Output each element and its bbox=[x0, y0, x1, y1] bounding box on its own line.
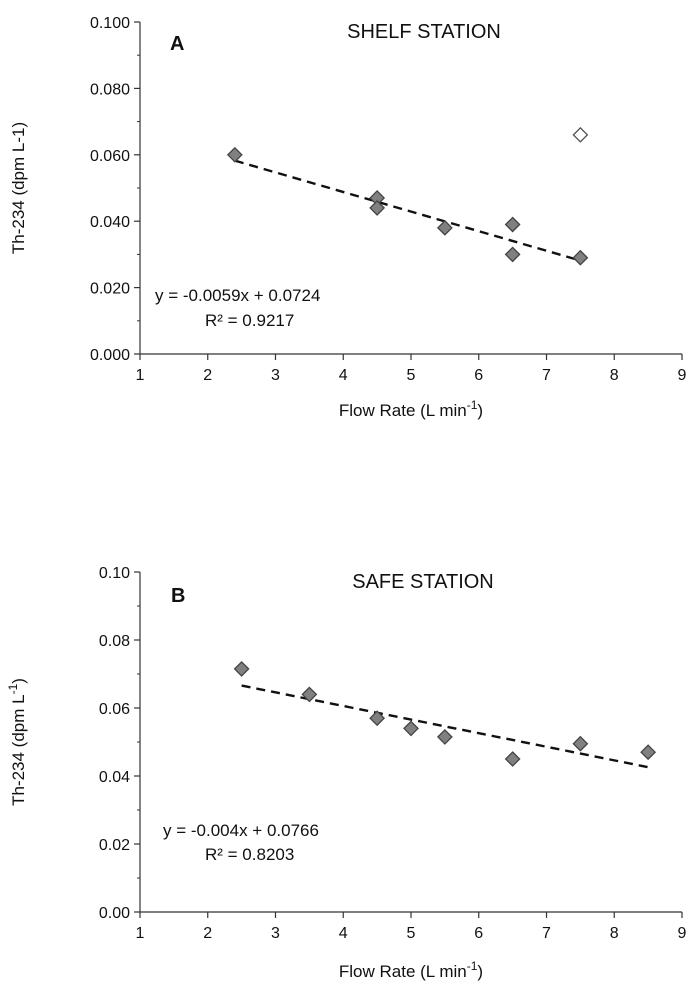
y-tick-label: 0.000 bbox=[90, 347, 130, 364]
chart-panel-b: 0.00 0.02 0.04 0.06 0.08 0.10 1 2 3 4 5 6 7 8 9 B SAFE S… bbox=[6, 565, 687, 981]
x-tick-label: 5 bbox=[407, 367, 416, 384]
x-tick-label: 4 bbox=[339, 367, 348, 384]
y-axis-title: Th-234 (dpm L-1) bbox=[9, 122, 28, 254]
x-tick-label: 5 bbox=[407, 925, 416, 942]
data-point-open bbox=[572, 126, 589, 143]
y-tick-label: 0.020 bbox=[90, 281, 130, 298]
x-axis-title-base: Flow Rate (L min bbox=[339, 962, 467, 981]
x-tick-label: 2 bbox=[203, 925, 212, 942]
data-point bbox=[369, 200, 386, 216]
data-point bbox=[572, 735, 589, 752]
y-axis-title-close: ) bbox=[9, 678, 28, 684]
x-tick-label: 6 bbox=[474, 367, 483, 384]
data-point bbox=[504, 751, 521, 767]
data-point bbox=[301, 686, 318, 703]
x-axis-title-close: ) bbox=[477, 401, 483, 420]
y-axis-title: Th-234 (dpm L-1) bbox=[6, 678, 28, 806]
x-axis-title-superscript: -1 bbox=[467, 398, 478, 412]
x-tick-label: 7 bbox=[542, 925, 551, 942]
panel-label: A bbox=[170, 33, 184, 55]
trendline-equation: y = -0.0059x + 0.0724 bbox=[155, 286, 320, 305]
panel-label: B bbox=[171, 585, 185, 607]
y-axis-title-base: Th-234 (dpm L bbox=[9, 694, 28, 806]
y-tick-label: 0.080 bbox=[90, 81, 130, 98]
x-axis-title-superscript: -1 bbox=[467, 959, 478, 973]
x-tick-label: 3 bbox=[271, 925, 280, 942]
x-axis-title-base: Flow Rate (L min bbox=[339, 401, 467, 420]
x-tick-label: 7 bbox=[542, 367, 551, 384]
y-tick-label: 0.06 bbox=[99, 701, 130, 718]
x-tick-label: 9 bbox=[678, 925, 687, 942]
chart-title: SAFE STATION bbox=[352, 571, 494, 593]
data-point bbox=[403, 720, 419, 737]
data-point bbox=[504, 216, 521, 233]
data-point bbox=[369, 710, 386, 727]
y-tick-label: 0.02 bbox=[99, 837, 130, 854]
y-axis-title-superscript: -1 bbox=[6, 683, 20, 694]
x-tick-label: 4 bbox=[339, 925, 348, 942]
trendline-r-squared: R² = 0.8203 bbox=[205, 845, 294, 864]
x-tick-label: 6 bbox=[474, 925, 483, 942]
y-tick-label: 0.08 bbox=[99, 633, 130, 650]
x-tick-label: 1 bbox=[136, 367, 145, 384]
x-tick-label: 8 bbox=[610, 367, 619, 384]
data-point bbox=[572, 249, 589, 266]
data-point bbox=[226, 146, 243, 163]
y-tick-label: 0.10 bbox=[99, 565, 130, 582]
trendline bbox=[234, 159, 581, 262]
data-point bbox=[504, 246, 521, 263]
data-point bbox=[640, 744, 657, 761]
y-axis-title-text: Th-234 (dpm L-1) bbox=[9, 122, 28, 254]
x-tick-label: 2 bbox=[203, 367, 212, 384]
x-tick-label: 1 bbox=[136, 925, 145, 942]
y-tick-label: 0.060 bbox=[90, 148, 130, 165]
x-axis-title-close: ) bbox=[477, 962, 483, 981]
data-point bbox=[436, 219, 453, 236]
y-tick-label: 0.040 bbox=[90, 214, 130, 231]
x-axis-title: Flow Rate (L min-1) bbox=[339, 398, 483, 420]
x-tick-label: 3 bbox=[271, 367, 280, 384]
trendline-r-squared: R² = 0.9217 bbox=[205, 311, 294, 330]
x-tick-label: 8 bbox=[610, 925, 619, 942]
chart-panel-a: 0.000 0.020 0.040 0.060 0.080 0.100 1 2 3 4 5 6 7 8 9 A… bbox=[9, 15, 687, 420]
x-axis-title: Flow Rate (L min-1) bbox=[339, 959, 483, 981]
x-tick-label: 9 bbox=[678, 367, 687, 384]
y-tick-label: 0.100 bbox=[90, 15, 130, 32]
chart-title: SHELF STATION bbox=[347, 21, 501, 43]
y-tick-label: 0.00 bbox=[99, 905, 130, 922]
trendline-equation: y = -0.004x + 0.0766 bbox=[163, 821, 319, 840]
data-point bbox=[436, 728, 453, 745]
trendline bbox=[241, 684, 649, 769]
data-point bbox=[233, 660, 250, 677]
y-tick-label: 0.04 bbox=[99, 769, 130, 786]
